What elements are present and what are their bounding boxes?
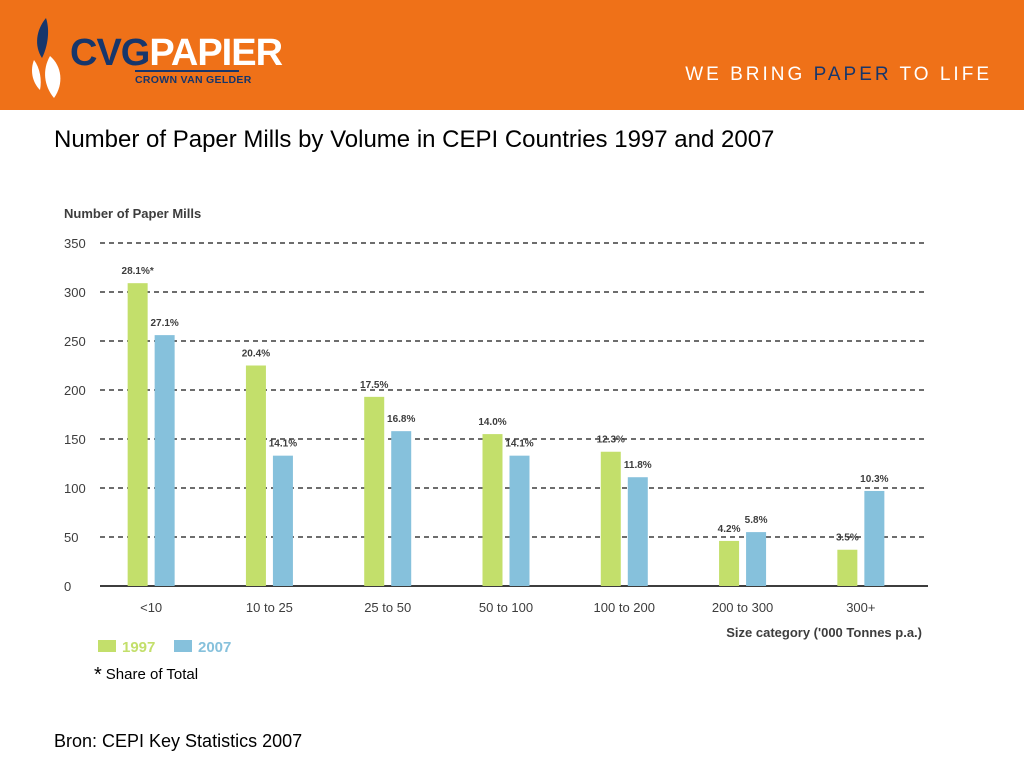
- footnote-text: Share of Total: [105, 666, 199, 683]
- y-tick-label: 50: [64, 530, 78, 545]
- bar-1997-0: [127, 283, 148, 586]
- bar-1997-6: [837, 549, 858, 586]
- legend-label: 1997: [122, 639, 155, 656]
- bar-2007-4: [627, 477, 648, 586]
- data-label: 11.8%: [624, 460, 652, 471]
- bar-chart: Number of Paper Mills 0 50 100 150 200 250 300 3…: [64, 206, 928, 656]
- bar-1997-1: [245, 365, 266, 586]
- y-axis-label: Number of Paper Mills: [64, 206, 201, 221]
- tagline-highlight: PAPER: [813, 64, 892, 85]
- bar-2007-2: [391, 431, 412, 586]
- legend-swatch: [98, 640, 116, 652]
- x-tick-label: 25 to 50: [364, 600, 411, 615]
- bar-1997-5: [719, 540, 740, 586]
- brand-subtitle: CROWN VAN GELDER: [135, 74, 252, 86]
- y-tick-label: 350: [64, 236, 86, 251]
- data-label: 4.2%: [718, 524, 741, 535]
- brand-name-part1: CVG: [70, 32, 150, 74]
- data-label: 20.4%: [242, 349, 270, 360]
- cvg-logo-icon: [32, 18, 61, 98]
- footnote: * Share of Total: [94, 664, 198, 687]
- bar-2007-3: [509, 455, 530, 586]
- bar-2007-1: [272, 455, 293, 586]
- bar-1997-4: [600, 451, 621, 586]
- tagline-part1: WE BRING: [685, 64, 814, 85]
- y-tick-label: 0: [64, 579, 71, 594]
- bar-2007-0: [154, 335, 175, 586]
- data-label: 14.1%: [505, 439, 533, 450]
- data-label: 27.1%: [150, 318, 178, 329]
- x-axis-label: Size category ('000 Tonnes p.a.): [726, 625, 922, 640]
- bar-1997-3: [482, 434, 503, 586]
- x-tick-label: 300+: [846, 600, 875, 615]
- source-citation: Bron: CEPI Key Statistics 2007: [54, 731, 303, 751]
- data-label: 14.1%: [269, 439, 297, 450]
- data-label: 14.0%: [478, 417, 506, 428]
- bar-1997-2: [364, 396, 385, 586]
- y-tick-label: 300: [64, 285, 86, 300]
- data-label: 17.5%: [360, 380, 388, 391]
- x-tick-label: 200 to 300: [712, 600, 773, 615]
- data-label: 3.5%: [836, 533, 859, 544]
- data-label: 10.3%: [860, 474, 888, 485]
- data-label: 12.3%: [597, 435, 625, 446]
- bar-2007-5: [746, 532, 767, 586]
- y-tick-label: 250: [64, 334, 86, 349]
- x-tick-label: 10 to 25: [246, 600, 293, 615]
- legend-swatch: [174, 640, 192, 652]
- y-tick-label: 100: [64, 481, 86, 496]
- slide-title: Number of Paper Mills by Volume in CEPI …: [54, 126, 775, 153]
- data-label: 5.8%: [745, 515, 768, 526]
- tagline-part2: TO LIFE: [891, 64, 992, 85]
- legend-label: 2007: [198, 639, 231, 656]
- header-banner: CVGPAPIER CROWN VAN GELDER WE BRING PAPE…: [0, 0, 1024, 110]
- footnote-star: *: [94, 664, 102, 686]
- bar-2007-6: [864, 490, 885, 586]
- x-tick-label: <10: [140, 600, 162, 615]
- data-label: 16.8%: [387, 414, 415, 425]
- brand-underline: [135, 70, 239, 72]
- y-tick-label: 150: [64, 432, 86, 447]
- brand-name: CVGPAPIER: [70, 32, 283, 74]
- x-tick-label: 50 to 100: [479, 600, 533, 615]
- data-label: 28.1%*: [122, 266, 154, 277]
- tagline: WE BRING PAPER TO LIFE: [685, 64, 992, 86]
- x-tick-label: 100 to 200: [594, 600, 655, 615]
- y-tick-label: 200: [64, 383, 86, 398]
- brand-name-part2: PAPIER: [149, 32, 283, 74]
